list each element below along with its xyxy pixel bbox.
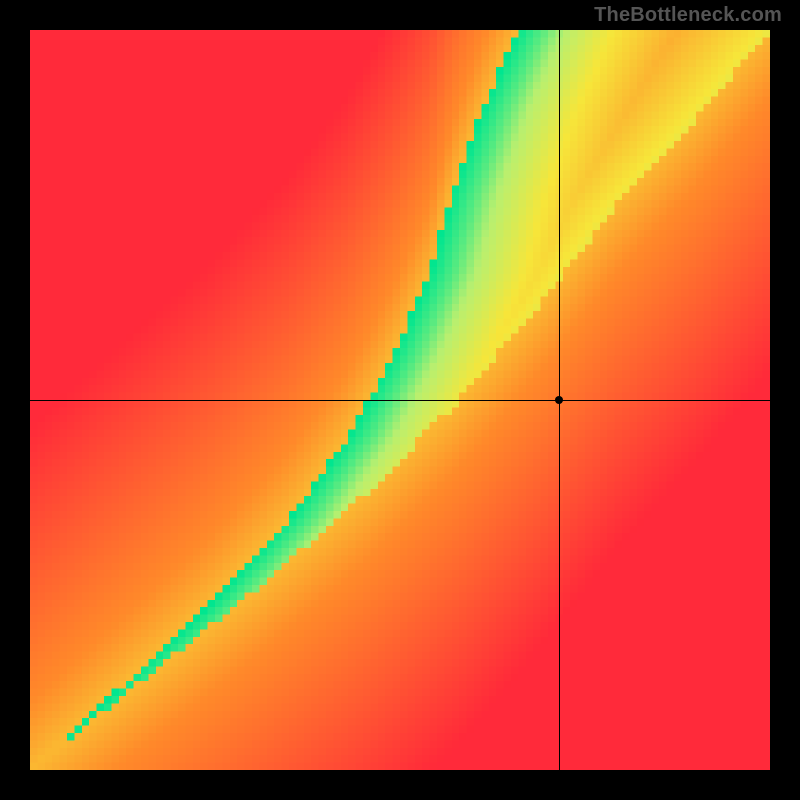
crosshair-horizontal	[30, 400, 770, 401]
chart-container: TheBottleneck.com	[0, 0, 800, 800]
crosshair-marker	[555, 396, 563, 404]
watermark-text: TheBottleneck.com	[594, 4, 782, 27]
plot-area	[30, 30, 770, 770]
